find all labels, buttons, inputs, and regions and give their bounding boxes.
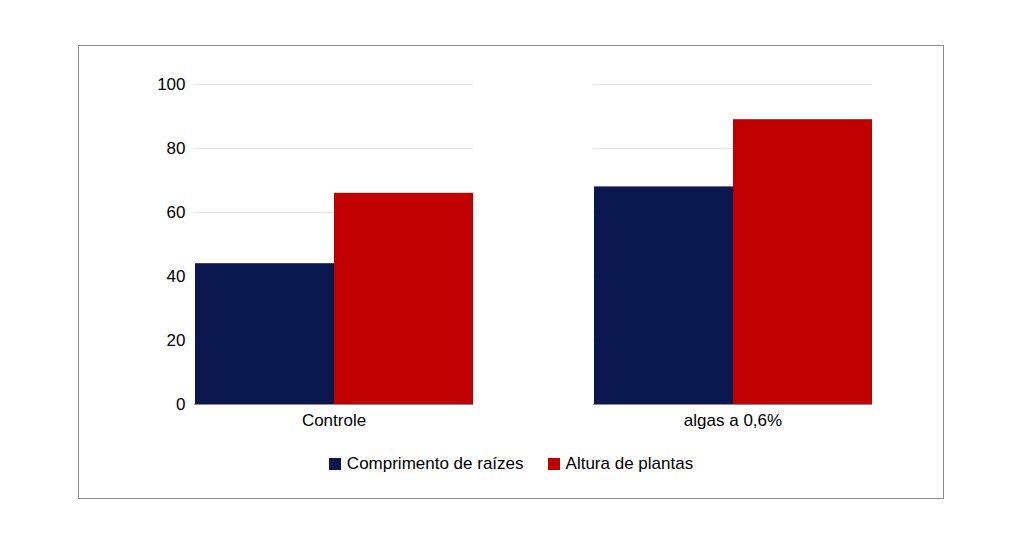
svg-text:algas a 0,6%: algas a 0,6% — [684, 411, 782, 430]
svg-text:60: 60 — [167, 203, 186, 222]
svg-text:40: 40 — [167, 267, 186, 286]
html-text:Altura de plantas: Altura de plantas — [565, 454, 694, 473]
svg-text:20: 20 — [167, 331, 186, 350]
svg-text:0: 0 — [176, 395, 185, 414]
svg-text:80: 80 — [167, 139, 186, 158]
svg-text:100: 100 — [157, 75, 185, 94]
html-text:Comprimento de raízes: Comprimento de raízes — [346, 454, 524, 473]
svg-text:Controle: Controle — [302, 411, 366, 430]
